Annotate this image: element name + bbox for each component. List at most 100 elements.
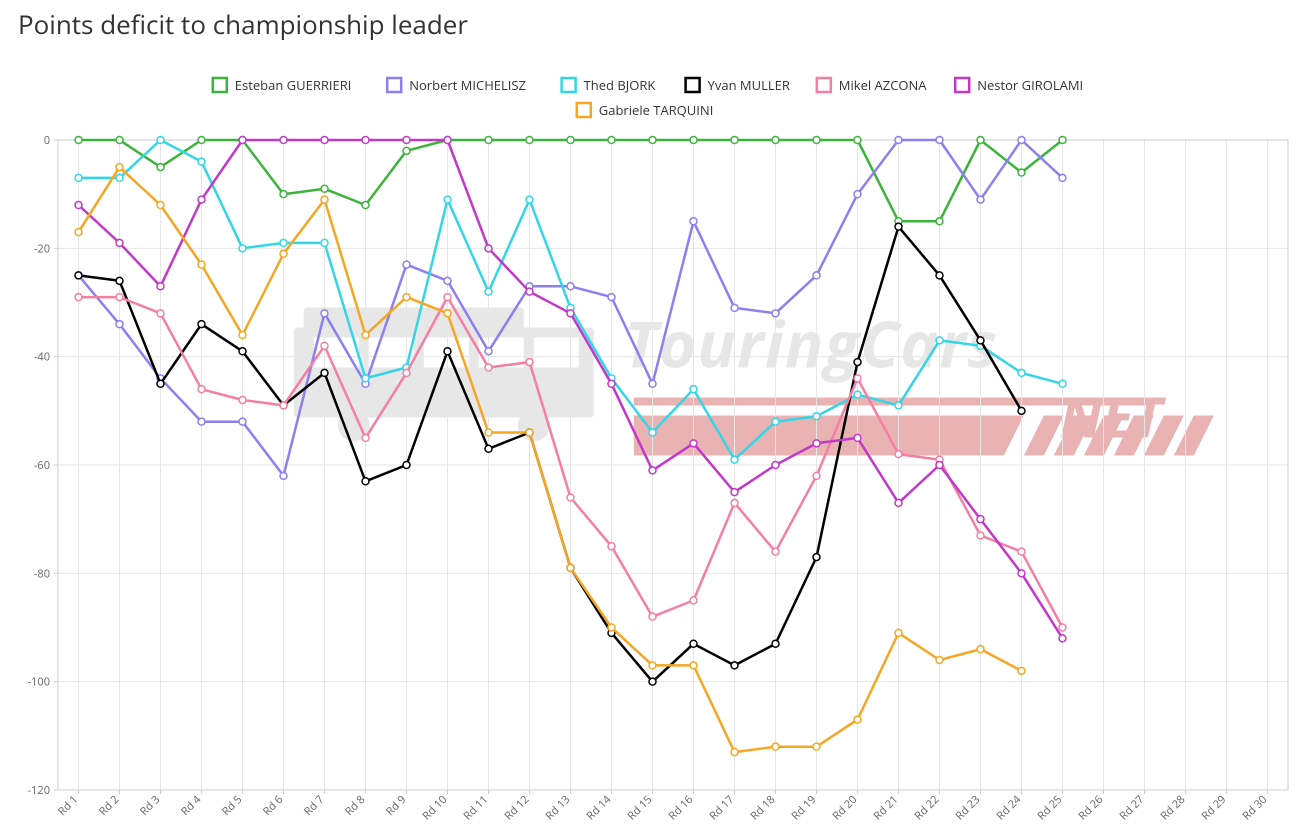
series-marker-michelisz[interactable] [813,272,820,279]
series-marker-azcona[interactable] [444,294,451,301]
series-marker-bjork[interactable] [1059,380,1066,387]
series-marker-michelisz[interactable] [977,196,984,203]
series-marker-guerrieri[interactable] [1059,137,1066,144]
series-marker-girolami[interactable] [157,283,164,290]
series-marker-muller[interactable] [321,369,328,376]
series-marker-tarquini[interactable] [280,250,287,257]
series-marker-azcona[interactable] [731,499,738,506]
series-marker-tarquini[interactable] [198,261,205,268]
series-marker-bjork[interactable] [280,239,287,246]
series-marker-tarquini[interactable] [362,332,369,339]
series-marker-michelisz[interactable] [280,472,287,479]
series-marker-azcona[interactable] [198,386,205,393]
series-marker-michelisz[interactable] [649,380,656,387]
series-marker-michelisz[interactable] [116,321,123,328]
series-marker-azcona[interactable] [813,472,820,479]
series-marker-bjork[interactable] [649,429,656,436]
series-marker-guerrieri[interactable] [116,137,123,144]
series-marker-guerrieri[interactable] [403,147,410,154]
series-marker-bjork[interactable] [75,174,82,181]
series-marker-michelisz[interactable] [690,218,697,225]
series-marker-girolami[interactable] [239,137,246,144]
series-marker-bjork[interactable] [444,196,451,203]
series-marker-girolami[interactable] [895,499,902,506]
legend-item-bjork[interactable]: Thed BJORK [562,76,656,94]
series-marker-guerrieri[interactable] [526,137,533,144]
series-marker-bjork[interactable] [772,418,779,425]
series-marker-tarquini[interactable] [116,164,123,171]
series-marker-muller[interactable] [772,640,779,647]
series-marker-guerrieri[interactable] [977,137,984,144]
series-marker-girolami[interactable] [649,467,656,474]
series-marker-bjork[interactable] [895,402,902,409]
series-marker-tarquini[interactable] [772,743,779,750]
series-marker-muller[interactable] [444,348,451,355]
series-marker-azcona[interactable] [280,402,287,409]
series-marker-muller[interactable] [239,348,246,355]
series-marker-tarquini[interactable] [526,429,533,436]
series-marker-guerrieri[interactable] [280,191,287,198]
series-marker-azcona[interactable] [895,451,902,458]
series-marker-muller[interactable] [75,272,82,279]
series-marker-girolami[interactable] [485,245,492,252]
series-marker-bjork[interactable] [362,375,369,382]
series-marker-guerrieri[interactable] [362,202,369,209]
series-marker-guerrieri[interactable] [690,137,697,144]
series-marker-guerrieri[interactable] [813,137,820,144]
series-marker-bjork[interactable] [321,239,328,246]
series-marker-michelisz[interactable] [1059,174,1066,181]
series-marker-girolami[interactable] [116,239,123,246]
series-marker-azcona[interactable] [526,359,533,366]
series-marker-muller[interactable] [895,223,902,230]
series-marker-guerrieri[interactable] [1018,169,1025,176]
series-marker-azcona[interactable] [854,375,861,382]
series-marker-guerrieri[interactable] [936,218,943,225]
series-marker-azcona[interactable] [1018,548,1025,555]
series-marker-girolami[interactable] [321,137,328,144]
series-marker-bjork[interactable] [526,196,533,203]
series-marker-bjork[interactable] [731,456,738,463]
series-marker-guerrieri[interactable] [198,137,205,144]
series-marker-girolami[interactable] [444,137,451,144]
series-marker-bjork[interactable] [854,391,861,398]
series-marker-guerrieri[interactable] [485,137,492,144]
series-marker-girolami[interactable] [280,137,287,144]
series-marker-tarquini[interactable] [977,646,984,653]
series-marker-girolami[interactable] [1059,635,1066,642]
series-marker-tarquini[interactable] [157,202,164,209]
series-marker-girolami[interactable] [854,434,861,441]
series-marker-michelisz[interactable] [936,137,943,144]
series-marker-guerrieri[interactable] [731,137,738,144]
legend-item-guerrieri[interactable]: Esteban GUERRIERI [213,76,352,94]
series-marker-tarquini[interactable] [444,310,451,317]
series-marker-azcona[interactable] [608,543,615,550]
series-marker-tarquini[interactable] [936,657,943,664]
series-marker-bjork[interactable] [157,137,164,144]
legend-item-muller[interactable]: Yvan MULLER [686,76,790,94]
series-marker-girolami[interactable] [1018,570,1025,577]
series-marker-bjork[interactable] [690,386,697,393]
series-marker-guerrieri[interactable] [567,137,574,144]
series-marker-azcona[interactable] [157,310,164,317]
series-marker-bjork[interactable] [198,158,205,165]
series-marker-muller[interactable] [690,640,697,647]
series-marker-michelisz[interactable] [485,348,492,355]
series-marker-tarquini[interactable] [649,662,656,669]
series-marker-michelisz[interactable] [567,283,574,290]
series-marker-muller[interactable] [813,554,820,561]
series-marker-michelisz[interactable] [731,304,738,311]
series-marker-azcona[interactable] [567,494,574,501]
legend-item-azcona[interactable]: Mikel AZCONA [817,76,928,94]
legend-item-tarquini[interactable]: Gabriele TARQUINI [577,101,714,119]
series-marker-muller[interactable] [198,321,205,328]
series-marker-tarquini[interactable] [731,749,738,756]
series-marker-azcona[interactable] [321,342,328,349]
series-marker-muller[interactable] [649,678,656,685]
series-marker-guerrieri[interactable] [772,137,779,144]
series-marker-guerrieri[interactable] [608,137,615,144]
series-marker-tarquini[interactable] [608,624,615,631]
series-marker-muller[interactable] [731,662,738,669]
series-marker-bjork[interactable] [116,174,123,181]
series-marker-michelisz[interactable] [772,310,779,317]
series-marker-bjork[interactable] [813,413,820,420]
